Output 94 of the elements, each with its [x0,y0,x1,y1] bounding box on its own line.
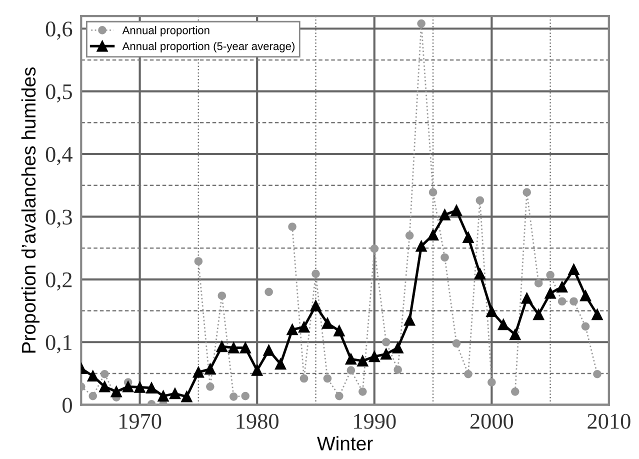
point [405,231,414,240]
point [450,204,462,216]
point [464,370,472,378]
point [534,279,543,288]
point [274,358,286,370]
x-tick-label: 2010 [588,414,630,429]
y-tick-label: 0,1 [46,335,72,354]
point [312,270,320,278]
y-tick-label: 0,4 [46,146,72,166]
point [427,229,439,240]
point [241,392,250,400]
point [206,382,214,391]
point [580,290,592,302]
point [510,388,520,396]
point [264,288,273,296]
y-tick-label: 0,2 [46,272,72,291]
legend-label: Annual proportion (5-year average) [122,42,295,52]
point [181,391,192,402]
point [194,257,203,266]
point [298,322,310,333]
point [334,325,345,336]
point [110,386,122,398]
point [310,300,322,312]
point [99,381,110,392]
point [87,370,98,382]
point [368,351,380,362]
point [88,392,98,400]
x-tick-label: 1970 [120,414,162,429]
point [204,364,216,375]
point [417,19,426,28]
point [476,196,484,205]
point [323,374,332,383]
point [240,342,251,354]
point [474,268,486,280]
point [192,366,204,378]
point [286,324,298,336]
point [488,378,496,386]
point [382,338,390,346]
x-tick-label: 1990 [354,414,396,429]
point [593,370,602,378]
point [522,188,532,196]
point [169,388,181,400]
point [357,355,368,366]
point [335,392,344,400]
point [416,240,427,252]
point [439,209,450,220]
point [300,374,308,383]
point [370,244,379,253]
point [462,232,474,243]
point [358,388,367,396]
point [486,306,498,317]
point [392,342,404,354]
point [558,297,566,306]
point [568,264,580,275]
point [521,292,532,304]
point [216,340,228,352]
y-tick-label: 0 [62,398,72,413]
point [498,319,509,330]
point [158,390,169,402]
point [228,342,240,354]
point [544,288,556,299]
point [218,292,226,300]
point [533,308,544,320]
point [100,370,109,378]
point [581,322,590,331]
point [452,339,461,348]
legend-label: Annual proportion [122,26,210,36]
point [570,297,578,306]
point [380,348,392,360]
point [345,354,356,365]
point [229,392,238,401]
point [122,381,134,392]
point [346,366,356,375]
y-axis-title: Proportion d’avalanches humides [21,67,40,353]
point [146,382,158,394]
point [134,382,146,393]
point [428,188,438,196]
point [404,314,416,326]
point [592,308,603,320]
point [546,270,554,280]
x-tick-label: 1980 [236,414,278,429]
point [440,253,449,262]
point [510,329,521,340]
y-tick-label: 0,5 [46,84,72,102]
point [288,222,296,231]
point [394,366,402,374]
x-axis-title: Winter [317,436,373,450]
y-tick-label: 0,6 [46,22,72,40]
point [252,364,263,376]
y-tick-label: 0,3 [46,210,72,228]
point [556,281,568,293]
x-tick-label: 2000 [470,414,514,429]
point [322,318,334,329]
point [263,344,274,356]
